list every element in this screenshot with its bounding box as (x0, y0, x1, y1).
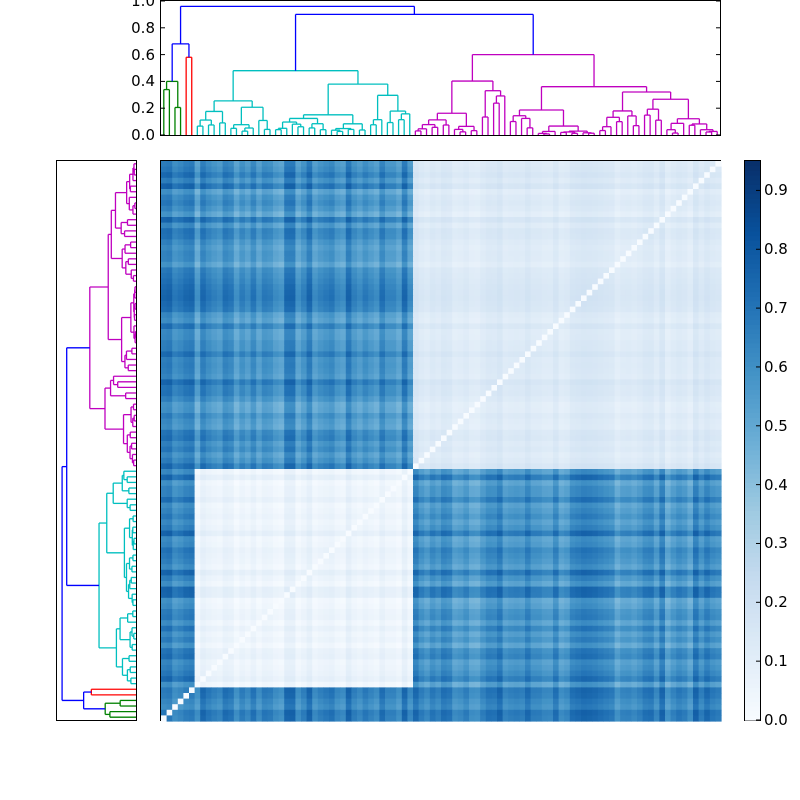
top-dendrogram-axes (160, 0, 721, 136)
top-dendrogram-tick-label: 0.2 (131, 99, 155, 118)
top-dendrogram-tick-label: 0.4 (131, 72, 155, 91)
top-dendrogram-tick-label: 1.0 (131, 0, 155, 10)
colorbar-tick-label: 0.3 (764, 534, 788, 553)
colorbar-gradient (745, 161, 760, 721)
heatmap-matrix (161, 161, 722, 722)
colorbar-tick-label: 0.7 (764, 299, 788, 318)
colorbar-tick-label: 0.2 (764, 593, 788, 612)
colorbar-tick-label: 0.9 (764, 181, 788, 200)
heatmap-axes (160, 160, 722, 722)
left-dendrogram-axes (56, 160, 137, 721)
top-dendrogram-tick-label: 0.6 (131, 45, 155, 64)
left-dendrogram (61, 163, 137, 718)
colorbar-tick-label: 0.8 (764, 240, 788, 259)
top-dendrogram (161, 0, 720, 136)
top-dendrogram-tick-label: 0.0 (131, 126, 155, 144)
colorbar-tick-label: 0.5 (764, 416, 788, 435)
top-dendrogram-tick-label: 0.8 (131, 18, 155, 37)
colorbar-tick-label: 0.0 (764, 711, 788, 729)
colorbar (744, 160, 761, 721)
colorbar-tick-label: 0.6 (764, 357, 788, 376)
colorbar-tick-label: 0.4 (764, 475, 788, 494)
colorbar-tick-label: 0.1 (764, 652, 788, 671)
